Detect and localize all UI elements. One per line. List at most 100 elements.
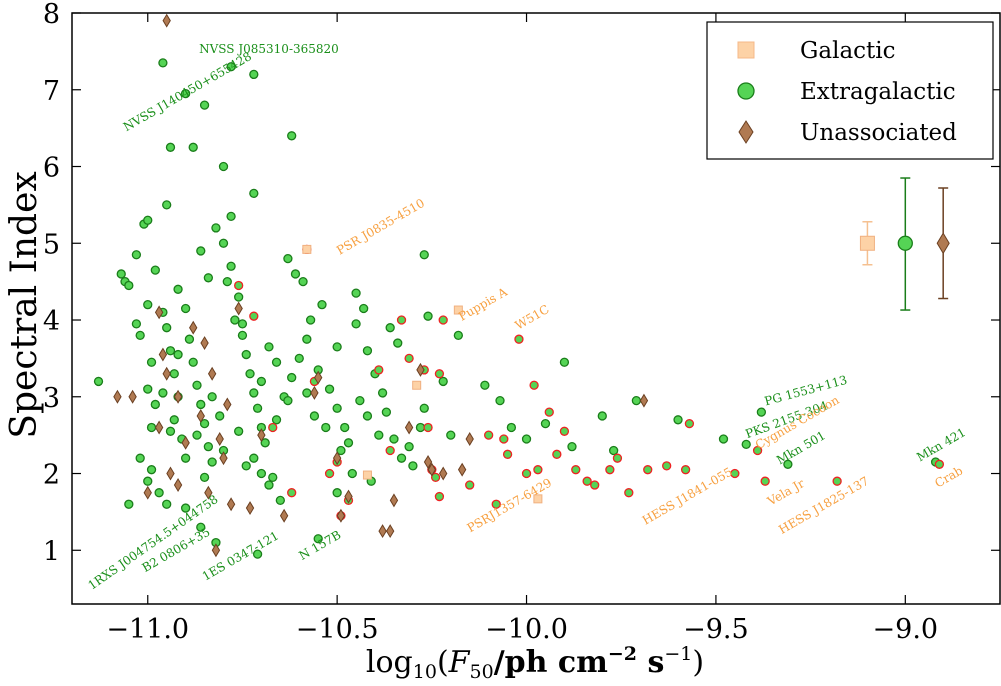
data-point-extragalactic-highlight bbox=[434, 369, 445, 379]
data-point-galactic bbox=[302, 244, 312, 254]
data-point-extragalactic bbox=[287, 372, 297, 383]
data-point-extragalactic bbox=[283, 253, 293, 264]
data-point-unassociated bbox=[173, 478, 183, 493]
data-point-extragalactic-highlight bbox=[684, 418, 695, 429]
data-point-extragalactic bbox=[423, 311, 433, 321]
annotation-label: Mkn 421 bbox=[914, 425, 968, 464]
data-point-extragalactic bbox=[184, 334, 195, 344]
data-point-extragalactic bbox=[116, 269, 126, 279]
data-point-unassociated bbox=[204, 485, 213, 500]
data-point-extragalactic bbox=[438, 376, 448, 387]
data-point-extragalactic bbox=[404, 442, 414, 452]
x-label-close: ) bbox=[692, 645, 704, 680]
data-point-unassociated bbox=[211, 543, 221, 558]
data-point-extragalactic bbox=[332, 403, 342, 413]
data-point-extragalactic bbox=[234, 292, 244, 302]
data-point-extragalactic bbox=[419, 250, 429, 260]
data-point-extragalactic bbox=[389, 434, 399, 444]
data-point-extragalactic bbox=[158, 58, 168, 68]
data-point-unassociated bbox=[385, 524, 395, 539]
data-point-extragalactic bbox=[256, 376, 267, 387]
data-point-extragalactic bbox=[143, 215, 153, 225]
data-point-extragalactic bbox=[540, 418, 551, 429]
data-point-extragalactic bbox=[173, 284, 183, 294]
data-point-unassociated bbox=[196, 408, 205, 423]
data-point-extragalactic bbox=[453, 330, 464, 341]
data-point-extragalactic-highlight bbox=[624, 488, 634, 498]
data-point-extragalactic bbox=[283, 395, 293, 406]
data-point-extragalactic-highlight bbox=[832, 476, 842, 486]
data-point-extragalactic bbox=[188, 142, 198, 152]
data-point-extragalactic bbox=[396, 453, 407, 463]
data-point-extragalactic-highlight bbox=[582, 476, 592, 486]
data-point-extragalactic bbox=[385, 323, 395, 333]
data-point-extragalactic bbox=[608, 445, 619, 456]
data-point-extragalactic bbox=[332, 488, 342, 498]
legend-marker-extragalactic bbox=[737, 82, 755, 100]
data-point-extragalactic bbox=[162, 323, 172, 333]
y-tick-label: 3 bbox=[43, 383, 60, 414]
data-point-extragalactic bbox=[180, 88, 191, 99]
data-point-extragalactic bbox=[150, 399, 160, 410]
data-point-extragalactic-highlight bbox=[605, 465, 615, 475]
data-point-extragalactic-highlight bbox=[514, 334, 524, 344]
error-marker-unassociated bbox=[936, 232, 950, 255]
data-point-extragalactic-highlight bbox=[404, 353, 414, 364]
data-point-extragalactic bbox=[271, 357, 282, 367]
data-point-extragalactic-highlight bbox=[385, 445, 395, 456]
data-point-unassociated bbox=[154, 305, 164, 320]
data-point-extragalactic-highlight bbox=[234, 280, 244, 291]
data-point-extragalactic bbox=[143, 300, 153, 310]
x-label-open: ( bbox=[437, 645, 449, 680]
data-point-galactic bbox=[453, 305, 463, 315]
annotation-label: PSRJ1357-6429 bbox=[465, 475, 555, 535]
data-point-unassociated bbox=[154, 420, 164, 435]
y-tick-label: 2 bbox=[43, 460, 60, 491]
data-point-unassociated bbox=[189, 320, 198, 335]
data-point-extragalactic bbox=[222, 276, 232, 287]
data-point-extragalactic bbox=[506, 422, 517, 433]
data-point-unassociated bbox=[279, 508, 289, 523]
data-point-extragalactic bbox=[271, 415, 282, 425]
data-point-extragalactic bbox=[143, 476, 153, 486]
data-point-extragalactic-highlight bbox=[434, 491, 445, 502]
data-point-extragalactic bbox=[321, 422, 331, 433]
data-point-extragalactic bbox=[218, 161, 229, 172]
data-point-extragalactic-highlight bbox=[423, 422, 433, 433]
data-point-extragalactic-highlight bbox=[544, 407, 554, 417]
data-point-extragalactic bbox=[415, 422, 426, 433]
data-point-extragalactic bbox=[226, 211, 236, 222]
data-point-extragalactic-highlight bbox=[491, 499, 501, 509]
data-point-extragalactic bbox=[305, 315, 316, 325]
data-point-extragalactic bbox=[180, 503, 191, 513]
data-point-unassociated bbox=[344, 489, 353, 504]
data-point-unassociated bbox=[439, 466, 448, 481]
data-point-extragalactic-highlight bbox=[324, 468, 335, 479]
data-point-extragalactic bbox=[268, 472, 278, 483]
data-point-extragalactic bbox=[218, 238, 229, 248]
annotation-label: N 157B bbox=[297, 528, 344, 563]
data-point-extragalactic bbox=[408, 461, 418, 471]
data-point-unassociated bbox=[427, 462, 437, 477]
data-point-extragalactic bbox=[355, 395, 365, 406]
data-point-extragalactic bbox=[290, 269, 301, 279]
data-point-extragalactic bbox=[230, 315, 240, 325]
data-point-extragalactic-highlight bbox=[430, 472, 441, 483]
data-point-extragalactic bbox=[264, 480, 274, 490]
data-point-unassociated bbox=[245, 501, 255, 516]
data-point-extragalactic bbox=[302, 388, 312, 398]
data-point-extragalactic bbox=[597, 411, 607, 421]
x-tick-label: −9.0 bbox=[873, 614, 939, 645]
data-point-extragalactic bbox=[207, 457, 217, 467]
annotation-label: Vela Jr bbox=[764, 476, 807, 509]
data-point-unassociated bbox=[162, 13, 171, 28]
data-point-extragalactic-highlight bbox=[590, 480, 600, 490]
data-point-extragalactic bbox=[567, 442, 577, 452]
data-point-extragalactic bbox=[359, 303, 369, 314]
legend-label: Unassociated bbox=[800, 120, 957, 146]
annotation-label: NVSS J140450+655428 bbox=[121, 49, 254, 134]
y-tick-label: 1 bbox=[43, 536, 60, 567]
x-label-var: F bbox=[448, 645, 471, 680]
data-point-extragalactic bbox=[131, 319, 142, 329]
